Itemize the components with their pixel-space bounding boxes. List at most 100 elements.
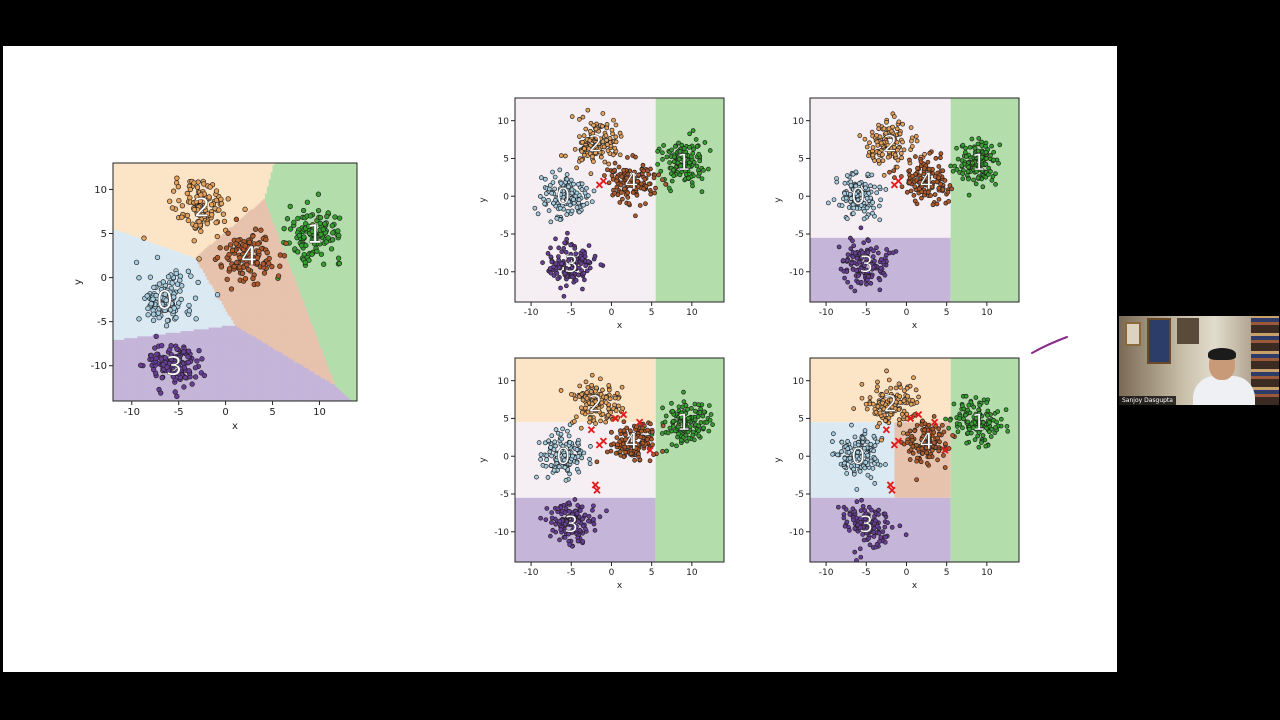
- decision-region-cell: [169, 323, 172, 326]
- decision-region-cell: [113, 221, 116, 224]
- decision-region-cell: [139, 385, 142, 388]
- decision-region-cell: [167, 355, 170, 358]
- decision-region-cell: [165, 187, 169, 191]
- decision-region-cell: [143, 372, 146, 376]
- decision-region-cell: [120, 289, 123, 293]
- decision-region-cell: [113, 325, 116, 328]
- decision-region-cell: [148, 226, 152, 229]
- decision-region-cell: [118, 182, 122, 185]
- decision-region-cell: [144, 323, 148, 326]
- decision-region-cell: [152, 265, 155, 268]
- decision-region-cell: [167, 205, 170, 208]
- decision-region-cell: [126, 316, 129, 319]
- decision-region-cell: [118, 168, 122, 171]
- decision-region-cell: [124, 245, 127, 249]
- decision-region-cell: [167, 267, 170, 270]
- decision-region-cell: [176, 392, 180, 395]
- decision-region-cell: [122, 395, 125, 399]
- decision-region-cell: [113, 353, 116, 356]
- decision-region-cell: [146, 286, 150, 289]
- decision-region-cell: [152, 228, 155, 231]
- decision-region-cell: [141, 254, 144, 258]
- decision-region-cell: [152, 201, 155, 205]
- decision-region-cell: [141, 184, 144, 187]
- decision-region-cell: [137, 386, 140, 390]
- decision-region-cell: [135, 226, 138, 229]
- decision-region-cell: [167, 187, 170, 191]
- decision-region-cell: [116, 212, 120, 215]
- decision-region-cell: [165, 173, 169, 176]
- decision-region-cell: [137, 376, 140, 379]
- decision-region-cell: [118, 249, 122, 252]
- decision-region-cell: [129, 341, 133, 344]
- decision-region-cell: [122, 355, 125, 358]
- decision-region-cell: [180, 339, 184, 342]
- decision-region-cell: [176, 383, 180, 386]
- decision-region-cell: [129, 335, 133, 339]
- decision-region-cell: [128, 261, 131, 265]
- decision-region-cell: [163, 217, 167, 221]
- decision-region-cell: [122, 365, 125, 369]
- decision-region-cell: [167, 231, 170, 235]
- decision-region-cell: [129, 201, 133, 205]
- decision-region-cell: [173, 337, 176, 340]
- decision-region-cell: [143, 319, 146, 323]
- decision-region-cell: [128, 312, 131, 316]
- decision-region-cell: [178, 244, 182, 247]
- decision-region-cell: [131, 170, 135, 173]
- decision-region-cell: [174, 229, 178, 233]
- decision-region-cell: [122, 215, 125, 219]
- decision-region-cell: [113, 166, 116, 169]
- decision-region-cell: [154, 252, 157, 256]
- decision-region-cell: [144, 229, 148, 233]
- decision-region-cell: [126, 231, 129, 235]
- decision-region-cell: [163, 170, 167, 173]
- decision-region-cell: [180, 302, 184, 305]
- decision-region-cell: [148, 346, 152, 349]
- decision-region-cell: [114, 330, 118, 333]
- decision-region-cell: [122, 270, 125, 273]
- decision-region-cell: [169, 337, 172, 340]
- decision-region-cell: [113, 203, 116, 206]
- decision-region-cell: [173, 185, 176, 189]
- decision-region-cell: [180, 341, 184, 344]
- decision-region-cell: [124, 185, 127, 189]
- decision-region-cell: [120, 180, 123, 183]
- decision-region-cell: [178, 251, 182, 254]
- decision-region-cell: [137, 222, 140, 226]
- decision-region-cell: [148, 272, 152, 275]
- decision-region-cell: [126, 233, 129, 236]
- decision-region-cell: [154, 163, 157, 166]
- decision-region-cell: [116, 263, 120, 266]
- decision-region-cell: [113, 274, 116, 277]
- decision-region-cell: [120, 222, 123, 226]
- decision-region-cell: [150, 332, 154, 335]
- decision-region-cell: [158, 198, 161, 201]
- decision-region-cell: [180, 245, 184, 249]
- decision-region-cell: [152, 192, 155, 196]
- decision-region-cell: [156, 277, 159, 280]
- decision-region-cell: [137, 226, 140, 229]
- decision-region-cell: [154, 171, 157, 175]
- decision-region-cell: [126, 393, 129, 397]
- decision-region-cell: [124, 238, 127, 242]
- decision-region-cell: [139, 286, 142, 289]
- decision-region-cell: [174, 335, 178, 339]
- decision-region-cell: [143, 318, 146, 321]
- decision-region-cell: [114, 311, 118, 314]
- decision-region-cell: [126, 339, 129, 342]
- decision-region-cell: [122, 309, 125, 312]
- decision-region-cell: [139, 378, 142, 381]
- decision-region-cell: [139, 376, 142, 379]
- decision-region-cell: [165, 270, 169, 273]
- decision-region-cell: [146, 386, 150, 390]
- decision-region-cell: [154, 381, 157, 384]
- decision-region-cell: [158, 267, 161, 270]
- decision-region-cell: [126, 341, 129, 344]
- decision-region-cell: [137, 166, 140, 169]
- decision-region-cell: [120, 307, 123, 310]
- decision-region-cell: [143, 166, 146, 169]
- decision-region-cell: [144, 399, 148, 401]
- decision-region-cell: [141, 187, 144, 191]
- decision-region-cell: [144, 335, 148, 339]
